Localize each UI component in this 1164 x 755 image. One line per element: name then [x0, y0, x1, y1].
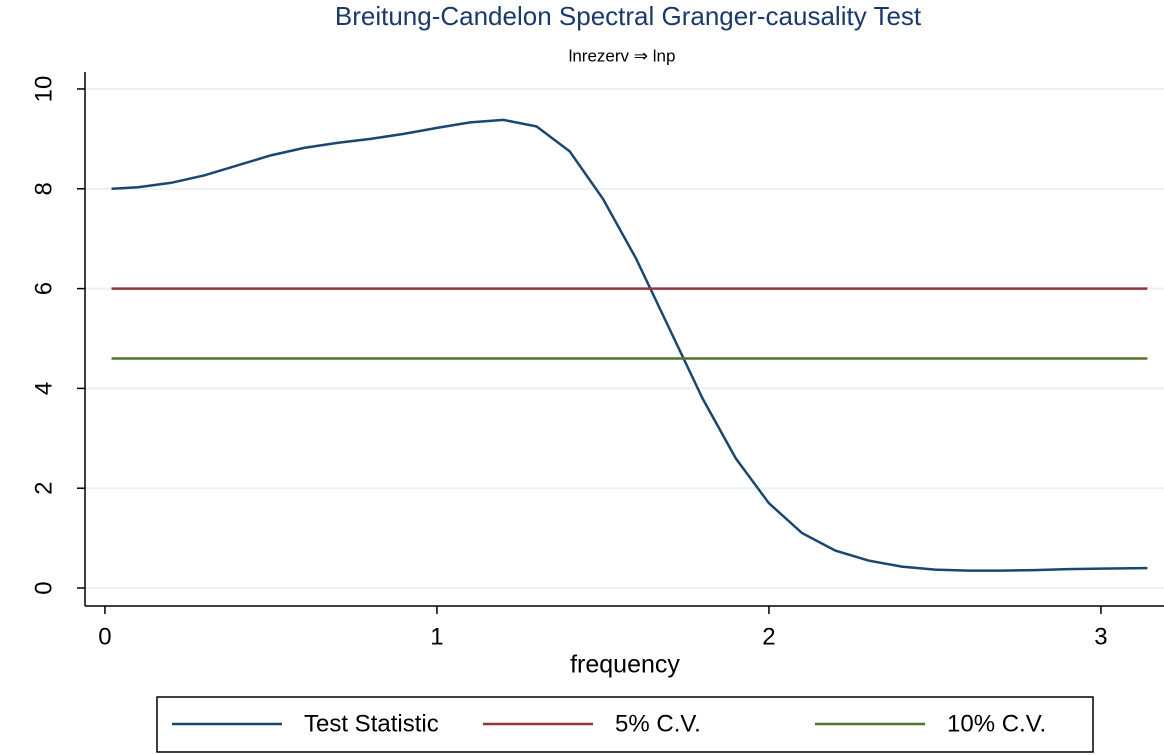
legend-box [156, 696, 1094, 753]
y-tick-label: 8 [30, 182, 57, 195]
x-axis-label: frequency [570, 651, 680, 679]
legend-label: 5% C.V. [615, 710, 701, 737]
y-tick-label: 2 [30, 482, 57, 495]
y-tick-label: 0 [30, 581, 57, 594]
x-tick-label: 0 [98, 623, 111, 650]
chart-subtitle: lnrezerv ⇒ lnp [569, 46, 676, 65]
y-tick-label: 10 [30, 76, 57, 103]
x-tick-label: 1 [430, 623, 443, 650]
series-line [111, 118, 1148, 572]
x-tick-label: 3 [1094, 623, 1107, 650]
y-tick-label: 4 [30, 382, 57, 395]
legend-label: 10% C.V. [947, 710, 1046, 737]
x-tick-label: 2 [762, 623, 775, 650]
y-tick-label: 6 [30, 282, 57, 295]
chart-title: Breitung-Candelon Spectral Granger-causa… [335, 1, 922, 31]
legend-label: Test Statistic [304, 710, 439, 737]
